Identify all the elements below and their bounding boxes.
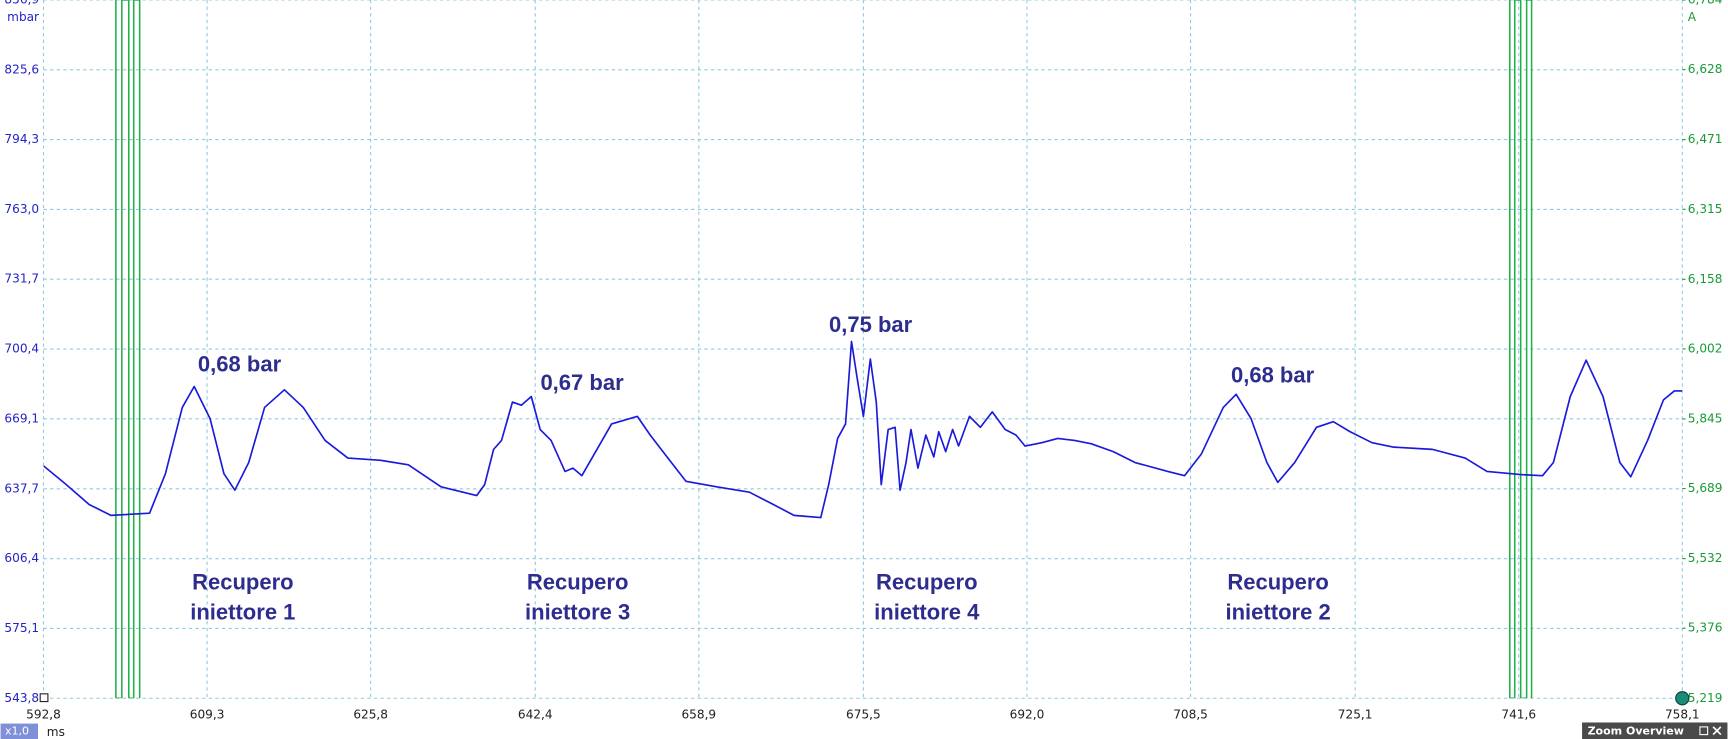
y-tick-label: 575,1 [4,621,39,635]
trace [43,340,1683,519]
axis-marker [39,693,49,703]
y-tick-label: 856,9 [4,0,39,7]
y2-tick-label: 5,689 [1688,481,1723,495]
y-tick-label: 606,4 [4,551,39,565]
zoom-badge[interactable]: x1,0 [5,724,29,737]
x-unit: ms [47,725,65,739]
y2-tick-label: 6,315 [1688,202,1723,216]
y2-tick-label: 5,219 [1688,691,1723,705]
y2-unit: A [1688,10,1697,24]
x-tick-label: 758,1 [1665,707,1700,721]
x-tick-label: 642,4 [518,707,553,721]
grid [42,0,1683,699]
annotation: Recupero [876,570,978,595]
close-button[interactable] [1712,726,1722,736]
x-tick-label: 609,3 [190,707,225,721]
x-tick-label: 675,5 [846,707,881,721]
y2-tick-label: 6,158 [1688,272,1723,286]
annotation: iniettore 1 [190,599,295,624]
y2-tick-label: 5,532 [1688,551,1723,565]
annotation: Recupero [527,570,629,595]
y-tick-label: 763,0 [4,202,39,216]
x-tick-label: 625,8 [353,707,388,721]
annotation: iniettore 3 [525,599,630,624]
x-tick-label: 658,9 [681,707,716,721]
annotation: Recupero [1227,570,1329,595]
x-tick-label: 692,0 [1010,707,1045,721]
annotation: 0,68 bar [1231,362,1315,387]
annotation: 0,75 bar [829,312,913,337]
y-tick-label: 825,6 [4,62,39,76]
x-tick-label: 708,5 [1173,707,1208,721]
y2-tick-label: 6,628 [1688,62,1723,76]
y-tick-label: 794,3 [4,132,39,146]
x-tick-label: 741,6 [1501,707,1536,721]
y2-tick-label: 6,784 [1688,0,1723,7]
y2-tick-label: 6,471 [1688,132,1723,146]
y-tick-label: 669,1 [4,411,39,425]
trace [115,0,1533,699]
traces [43,0,1683,699]
zoom-badge-bg [0,723,38,739]
x-tick-label: 725,1 [1338,707,1373,721]
annotation: Recupero [192,570,294,595]
x-tick-label: 592,8 [26,707,61,721]
zoom-overview-bar[interactable] [1582,722,1728,739]
annotation: iniettore 2 [1225,599,1330,624]
y-tick-label: 637,7 [4,481,39,495]
zoom-overview-title: Zoom Overview [1588,724,1684,737]
y-tick-label: 731,7 [4,272,39,286]
annotation: iniettore 4 [874,599,980,624]
y-tick-label: 700,4 [4,342,39,356]
annotation: 0,67 bar [540,370,624,395]
y2-tick-label: 5,845 [1688,411,1723,425]
y-tick-label: 543,8 [4,691,39,705]
restore-button[interactable] [1699,726,1709,736]
annotation: 0,68 bar [198,351,282,376]
y2-tick-label: 6,002 [1688,341,1723,355]
y-unit: mbar [7,10,39,24]
y2-tick-label: 5,376 [1688,621,1723,635]
